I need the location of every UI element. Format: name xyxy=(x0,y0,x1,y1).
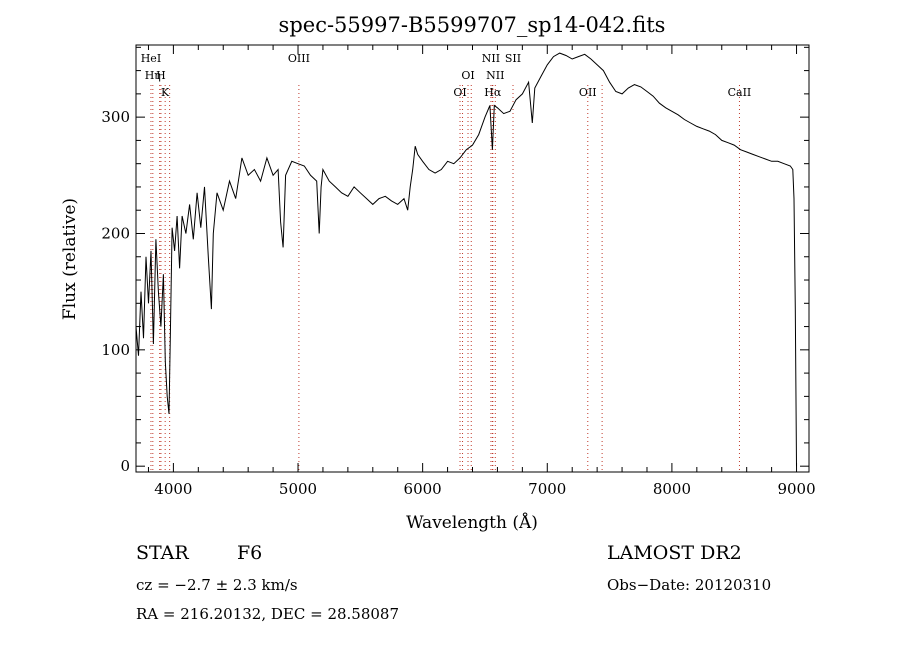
chart-title: spec-55997-B5599707_sp14-042.fits xyxy=(279,13,666,37)
x-tick-label: 4000 xyxy=(154,480,192,498)
spectral-line-label: NII xyxy=(482,52,500,65)
spectral-line-label: HeI xyxy=(141,52,161,65)
y-tick-label: 300 xyxy=(101,108,130,126)
spectral-line-label: OIII xyxy=(288,52,310,65)
observation-date: Obs−Date: 20120310 xyxy=(607,576,772,594)
y-axis-label: Flux (relative) xyxy=(60,198,80,320)
spectral-line-label: OI xyxy=(461,69,474,82)
redshift-value: cz = −2.7 ± 2.3 km/s xyxy=(136,576,298,594)
x-tick-label: 7000 xyxy=(528,480,566,498)
spectral-line-label: Hα xyxy=(484,86,502,99)
spectral-line-label: CaII xyxy=(728,86,752,99)
x-tick-label: 5000 xyxy=(279,480,317,498)
y-tick-label: 200 xyxy=(101,224,130,242)
spectral-line-label: OII xyxy=(579,86,597,99)
y-tick-label: 0 xyxy=(120,457,130,475)
object-class: STAR xyxy=(136,542,189,564)
survey-name: LAMOST DR2 xyxy=(607,542,742,564)
spectral-line-label: SII xyxy=(505,52,521,65)
axis-ticks: 4000 5000 6000 7000 8000 9000 0 100 200 300 xyxy=(101,45,816,498)
spectral-line-label: OI xyxy=(453,86,466,99)
spectral-line-label: H xyxy=(156,69,166,82)
spectral-line-label: K xyxy=(161,86,170,99)
x-tick-label: 8000 xyxy=(653,480,691,498)
spectrum-line xyxy=(135,52,797,467)
x-tick-label: 6000 xyxy=(404,480,442,498)
plot-frame xyxy=(135,44,810,473)
spectral-line-label: Hη xyxy=(145,69,161,82)
spectral-line-label: NII xyxy=(486,69,504,82)
coordinates: RA = 216.20132, DEC = 28.58087 xyxy=(136,605,400,623)
y-tick-label: 100 xyxy=(101,341,130,359)
x-axis-label: Wavelength (Å) xyxy=(406,512,538,533)
x-tick-label: 9000 xyxy=(777,480,815,498)
object-subclass: F6 xyxy=(237,542,263,564)
